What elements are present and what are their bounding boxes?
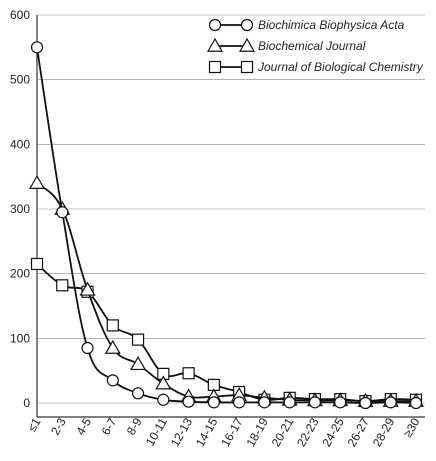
data-point-circle xyxy=(283,396,296,409)
x-tick-label: 2-3 xyxy=(48,415,69,437)
x-tick-label: ≤1 xyxy=(25,415,44,434)
data-point-circle xyxy=(384,396,397,409)
series-triangle xyxy=(28,174,425,407)
legend-label: Journal of Biological Chemistry xyxy=(257,60,424,74)
legend-item: Biochemical Journal xyxy=(206,37,366,53)
legend-label: Biochimica Biophysica Acta xyxy=(258,18,405,32)
data-point-circle xyxy=(334,396,347,409)
legend-marker-triangle xyxy=(206,37,224,52)
data-point-circle xyxy=(258,396,271,409)
x-tick-label: 18-19 xyxy=(244,415,272,449)
x-tick-label: 4-5 xyxy=(73,415,94,437)
y-tick-label: 200 xyxy=(10,267,30,281)
data-point-square xyxy=(131,333,145,346)
x-tick-label: 20-21 xyxy=(269,415,297,449)
data-point-triangle xyxy=(28,174,46,189)
y-tick-label: 0 xyxy=(23,396,30,410)
x-tick-label: 10-11 xyxy=(143,415,170,448)
x-tick-label: 6-7 xyxy=(99,415,120,437)
data-point-square xyxy=(182,367,195,380)
series-circle xyxy=(30,41,423,410)
data-point-square xyxy=(56,279,69,292)
data-point-triangle xyxy=(79,281,96,296)
legend-marker-circle xyxy=(208,18,222,32)
data-point-circle xyxy=(182,395,195,408)
x-tick-label: 12-13 xyxy=(168,415,196,449)
series-line-square xyxy=(36,263,417,403)
data-point-circle xyxy=(106,374,119,387)
grid-lines xyxy=(37,14,425,404)
data-point-circle xyxy=(409,396,423,410)
y-tick-label: 300 xyxy=(10,202,30,216)
series-line-circle xyxy=(36,47,417,404)
data-point-circle xyxy=(30,41,44,54)
legend-marker-square xyxy=(240,60,254,74)
series-square xyxy=(30,257,423,408)
legend-item: Biochimica Biophysica Acta xyxy=(208,18,405,32)
x-tick-label: 16-17 xyxy=(218,415,246,449)
data-point-triangle xyxy=(130,355,147,371)
y-tick-label: 400 xyxy=(10,137,30,151)
data-point-circle xyxy=(56,206,69,219)
data-point-circle xyxy=(308,396,322,409)
plot-series xyxy=(28,41,425,410)
x-tick-label: ≥30 xyxy=(401,415,423,440)
data-point-circle xyxy=(233,396,246,409)
legend: Biochimica Biophysica Acta Biochemical Jo… xyxy=(206,18,424,74)
y-tick-label: 500 xyxy=(10,73,30,87)
x-tick-label: 22-23 xyxy=(294,415,322,449)
data-point-square xyxy=(106,319,119,332)
legend-marker-circle xyxy=(240,18,254,32)
legend-item: Journal of Biological Chemistry xyxy=(208,60,424,74)
data-point-circle xyxy=(359,396,372,410)
data-point-triangle xyxy=(155,375,172,390)
data-point-triangle xyxy=(104,339,121,354)
axes xyxy=(36,15,425,418)
data-point-circle xyxy=(81,341,94,355)
y-tick-label: 100 xyxy=(10,331,30,345)
data-point-circle xyxy=(157,393,170,406)
legend-marker-triangle xyxy=(238,37,256,52)
legend-label: Biochemical Journal xyxy=(258,39,366,53)
data-point-circle xyxy=(207,396,220,409)
data-point-square xyxy=(30,257,44,271)
y-tick-label: 600 xyxy=(10,8,30,22)
legend-marker-square xyxy=(208,60,222,74)
x-tick-label: 24-25 xyxy=(319,415,347,449)
data-point-circle xyxy=(131,387,145,400)
x-tick-label: 28-29 xyxy=(370,415,398,449)
x-tick-label: 26-27 xyxy=(345,415,373,449)
x-tick-label: 8-9 xyxy=(124,415,145,437)
series-line-triangle xyxy=(36,182,416,403)
x-tick-label: 14-15 xyxy=(193,415,221,449)
